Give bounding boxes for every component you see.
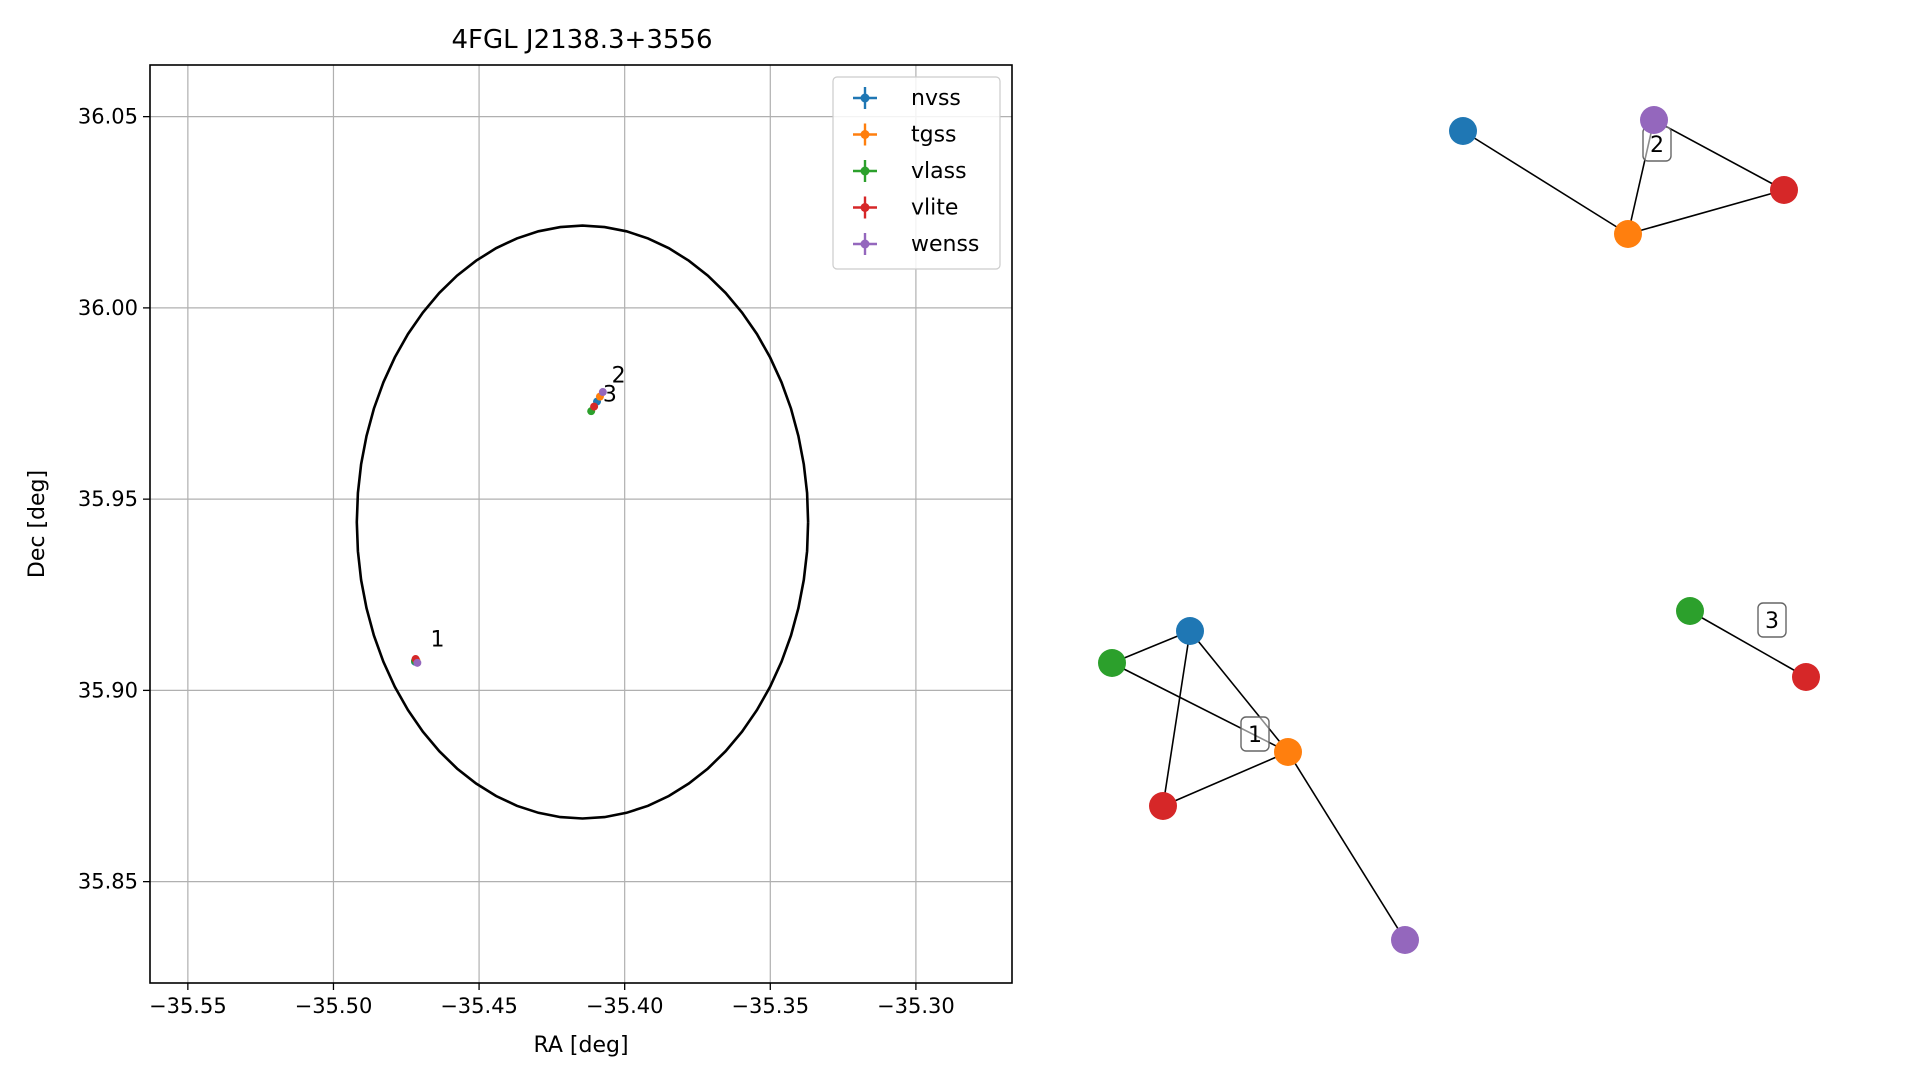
legend-marker-dot bbox=[860, 166, 870, 176]
network-node-wenss bbox=[1640, 106, 1668, 134]
annotation-label: 1 bbox=[430, 627, 444, 652]
network-edge bbox=[1162, 751, 1289, 807]
x-tick-label: −35.40 bbox=[586, 994, 664, 1018]
network-node-tgss bbox=[1614, 220, 1642, 248]
legend-marker-dot bbox=[860, 203, 870, 212]
network-edge bbox=[1689, 610, 1807, 678]
point-wenss bbox=[598, 388, 607, 397]
network-node-vlite bbox=[1770, 176, 1798, 204]
legend-label: wenss bbox=[911, 232, 979, 257]
network-edge bbox=[1653, 119, 1785, 191]
x-axis-label: RA [deg] bbox=[533, 1033, 628, 1058]
y-tick-label: 35.95 bbox=[78, 487, 138, 511]
cluster-label-box bbox=[1757, 602, 1787, 638]
network-node-vlass bbox=[1676, 597, 1704, 625]
x-tick-label: −35.35 bbox=[731, 994, 809, 1018]
circle-layer bbox=[355, 224, 810, 820]
network-edge bbox=[1189, 630, 1289, 753]
network-edge bbox=[1287, 751, 1406, 941]
legend-entry-nvss: nvss bbox=[853, 86, 961, 111]
point-vlite bbox=[590, 402, 599, 411]
network-edge bbox=[1627, 189, 1785, 235]
data-points bbox=[411, 388, 607, 667]
x-ticks: −35.55 −35.50 −35.45 −35.40 −35.35 −35.30 bbox=[149, 983, 955, 1018]
network-edges bbox=[1111, 119, 1807, 941]
region-circle bbox=[355, 224, 810, 820]
network-node-vlite bbox=[1149, 792, 1177, 820]
axes-frame bbox=[149, 64, 1013, 984]
legend-label: vlass bbox=[911, 159, 967, 184]
legend-label: tgss bbox=[911, 123, 957, 148]
cluster-label-text: 1 bbox=[1248, 723, 1262, 748]
legend-label: vlite bbox=[911, 196, 958, 221]
legend-marker-dot bbox=[860, 130, 870, 139]
chart-title: 4FGL J2138.3+3556 bbox=[452, 25, 713, 55]
legend-label: nvss bbox=[911, 86, 961, 111]
cluster-label-text: 3 bbox=[1765, 609, 1779, 634]
y-axis-label: Dec [deg] bbox=[25, 470, 50, 578]
cluster-label-2: 2 bbox=[1642, 126, 1672, 162]
x-tick-label: −35.45 bbox=[440, 994, 518, 1018]
x-tick-label: −35.50 bbox=[295, 994, 373, 1018]
network-panel: 1 2 3 bbox=[1098, 106, 1820, 954]
network-edge bbox=[1111, 630, 1191, 664]
network-node-nvss bbox=[1449, 117, 1477, 145]
network-node-vlass bbox=[1098, 649, 1126, 677]
network-node-wenss bbox=[1391, 926, 1419, 954]
annotation-label: 3 bbox=[603, 383, 617, 408]
annotation-label: 2 bbox=[612, 363, 626, 388]
legend-box bbox=[832, 76, 1001, 270]
legend-entry-vlite: vlite bbox=[853, 196, 958, 221]
annotations: 1 23 bbox=[430, 363, 625, 652]
point-wenss bbox=[413, 658, 422, 667]
cluster-label-1: 1 bbox=[1240, 716, 1270, 752]
y-tick-label: 36.05 bbox=[78, 105, 138, 129]
network-node-nvss bbox=[1176, 617, 1204, 645]
network-nodes bbox=[1098, 106, 1820, 954]
cluster-label-box bbox=[1240, 716, 1270, 752]
y-tick-label: 36.00 bbox=[78, 296, 138, 320]
cluster-label-text: 2 bbox=[1650, 133, 1664, 158]
legend-marker-dot bbox=[860, 93, 870, 103]
network-node-tgss bbox=[1274, 738, 1302, 766]
network-edge bbox=[1162, 630, 1191, 807]
x-tick-label: −35.30 bbox=[877, 994, 955, 1018]
y-tick-label: 35.90 bbox=[78, 678, 138, 702]
cluster-label-3: 3 bbox=[1757, 602, 1787, 638]
network-node-vlite bbox=[1792, 663, 1820, 691]
y-tick-label: 35.85 bbox=[78, 870, 138, 894]
legend-entry-vlass: vlass bbox=[853, 159, 967, 184]
x-tick-label: −35.55 bbox=[149, 994, 227, 1018]
legend: nvss tgss vlass vlite wenss bbox=[832, 76, 1001, 270]
network-edge bbox=[1462, 130, 1629, 235]
legend-entry-tgss: tgss bbox=[853, 123, 957, 148]
network-labels: 1 2 3 bbox=[1240, 126, 1787, 752]
legend-marker-dot bbox=[860, 239, 870, 249]
y-ticks: 35.85 35.90 35.95 36.00 36.05 bbox=[78, 105, 150, 894]
legend-entry-wenss: wenss bbox=[853, 232, 979, 257]
scatter-panel: 4FGL J2138.3+3556 1 23 −35.55 −35.50 −35.45… bbox=[25, 25, 1013, 1058]
